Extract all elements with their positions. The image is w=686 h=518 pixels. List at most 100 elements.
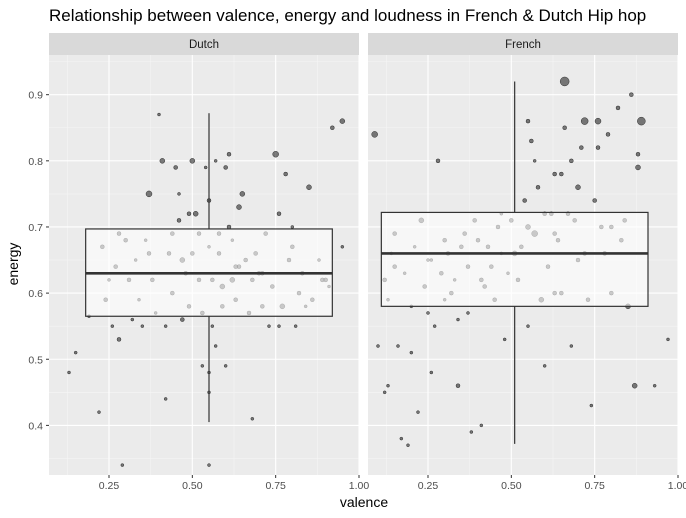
- data-point: [330, 125, 335, 131]
- data-point: [435, 158, 441, 164]
- data-point: [67, 370, 71, 375]
- data-point: [73, 350, 78, 355]
- y-tick-label: 0.4: [28, 420, 43, 432]
- data-point: [399, 436, 404, 441]
- data-point: [239, 191, 246, 197]
- data-point: [276, 211, 282, 216]
- data-point: [386, 383, 390, 388]
- facet-strip: [368, 33, 678, 55]
- data-point: [180, 317, 185, 322]
- data-point: [532, 159, 537, 163]
- facet-strip: [49, 33, 359, 55]
- data-point: [272, 150, 279, 158]
- data-point: [542, 364, 547, 368]
- facet-strip-label: Dutch: [189, 39, 219, 51]
- boxplot: [85, 113, 333, 423]
- y-axis-title: energy: [5, 243, 21, 286]
- boxplot-box: [380, 211, 649, 307]
- boxplot: [380, 81, 649, 444]
- data-point: [200, 364, 205, 368]
- data-point: [163, 324, 168, 328]
- data-point: [559, 171, 564, 177]
- data-point: [293, 324, 298, 328]
- x-axis-title: valence: [340, 494, 388, 510]
- data-point: [236, 204, 242, 210]
- x-tick-label: 1.00: [349, 480, 370, 492]
- data-point: [409, 350, 414, 355]
- data-point: [223, 364, 228, 368]
- data-point: [210, 324, 215, 328]
- data-point: [267, 324, 271, 328]
- data-point: [535, 185, 541, 190]
- data-point: [456, 317, 460, 322]
- data-point: [466, 311, 470, 315]
- data-point: [552, 171, 557, 177]
- facet-strip-label: French: [505, 39, 541, 51]
- data-point: [176, 218, 182, 223]
- data-point: [426, 311, 430, 315]
- data-point: [173, 165, 178, 170]
- chart-title: Relationship between valence, energy and…: [49, 6, 646, 25]
- data-point: [140, 324, 145, 328]
- data-point: [522, 198, 527, 203]
- x-tick-label: 1.00: [668, 480, 686, 492]
- y-tick-label: 0.7: [28, 222, 43, 234]
- data-point: [306, 184, 312, 191]
- data-point: [529, 138, 534, 144]
- data-point: [283, 171, 288, 177]
- y-tick-label: 0.9: [28, 90, 43, 102]
- data-point: [429, 370, 434, 375]
- data-point: [575, 184, 581, 191]
- data-point: [226, 151, 232, 157]
- data-point: [432, 324, 437, 328]
- data-point: [629, 92, 634, 97]
- data-point: [371, 131, 378, 138]
- y-tick-label: 0.5: [28, 354, 43, 366]
- data-point: [416, 410, 420, 414]
- data-point: [562, 125, 567, 131]
- data-point: [192, 210, 199, 217]
- y-tick-label: 0.8: [28, 156, 43, 168]
- data-point: [396, 344, 400, 348]
- data-point: [223, 165, 228, 170]
- facet-panel-french: French 0.25 0.50 0.75 1.00: [368, 33, 686, 492]
- data-point: [479, 423, 484, 428]
- data-point: [455, 383, 461, 388]
- data-point: [250, 417, 255, 421]
- data-point: [559, 76, 570, 87]
- data-point: [130, 317, 135, 322]
- data-point: [666, 337, 670, 342]
- data-point: [406, 443, 410, 447]
- data-point: [594, 117, 602, 125]
- data-point: [189, 158, 196, 164]
- data-point: [116, 337, 122, 342]
- data-point: [605, 132, 611, 137]
- facet-panel-dutch: Dutch 0.25 0.50 0.75 1.00 0.4 0.5 0.6 0.7 0.8 0.9: [28, 33, 369, 492]
- data-point: [163, 397, 168, 401]
- data-point: [595, 145, 601, 150]
- data-point: [615, 105, 621, 111]
- x-tick-label: 0.75: [265, 480, 286, 492]
- data-point: [177, 192, 181, 196]
- x-tick-label: 0.50: [182, 480, 203, 492]
- data-point: [159, 158, 166, 164]
- data-point: [652, 383, 657, 388]
- data-point: [502, 337, 507, 342]
- data-point: [157, 112, 161, 117]
- data-point: [207, 463, 211, 467]
- data-point: [186, 211, 192, 216]
- data-point: [631, 382, 638, 389]
- data-point: [592, 198, 597, 203]
- data-point: [525, 118, 531, 124]
- data-point: [635, 164, 641, 171]
- data-point: [569, 344, 574, 348]
- x-tick-label: 0.50: [501, 480, 522, 492]
- x-tick-label: 0.75: [584, 480, 605, 492]
- data-point: [110, 324, 115, 328]
- data-point: [469, 430, 474, 434]
- data-point: [340, 245, 345, 249]
- data-point: [589, 403, 594, 408]
- x-tick-label: 0.25: [418, 480, 439, 492]
- data-point: [526, 324, 530, 328]
